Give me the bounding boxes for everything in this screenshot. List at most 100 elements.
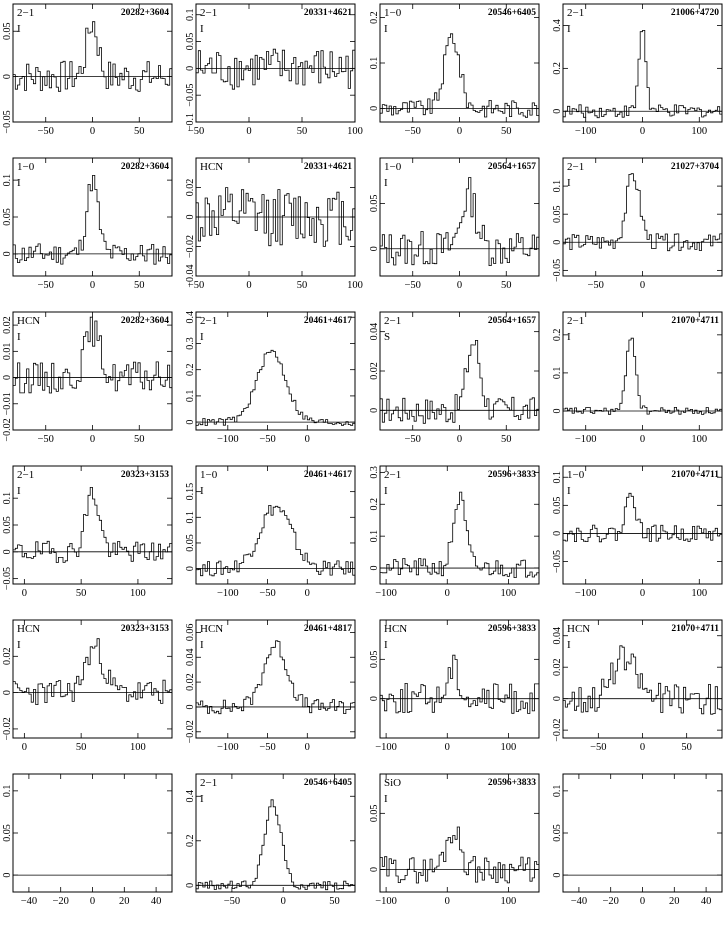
source-label: 20461+4817 xyxy=(304,624,352,634)
spectrum-panel: −50 0 50 −0.02 0 0.02 0.04 HCN I 21070+4711 xyxy=(552,619,723,753)
x-tick-label: 50 xyxy=(329,896,340,907)
line-label: 2−1 xyxy=(17,7,34,19)
x-tick-label: 0 xyxy=(445,896,450,907)
spectrum-line xyxy=(380,491,539,578)
x-tick-label: −40 xyxy=(571,896,587,907)
y-tick-label: 0.1 xyxy=(185,390,196,403)
y-tick-label: −0.05 xyxy=(2,567,13,590)
y-tick-label: −0.02 xyxy=(2,717,13,740)
polarization-label: I xyxy=(17,485,21,497)
y-tick-label: −0.02 xyxy=(185,235,196,258)
y-tick-label: −0.05 xyxy=(2,110,13,133)
y-tick-label: 0.05 xyxy=(2,208,13,226)
y-tick-label: 0.1 xyxy=(2,785,13,798)
polarization-label: I xyxy=(384,177,388,189)
x-tick-label: −50 xyxy=(405,280,421,291)
y-tick-label: 0 xyxy=(552,109,563,114)
y-tick-label: 0.3 xyxy=(369,466,380,479)
polarization-label: I xyxy=(567,331,571,343)
line-label: 2−1 xyxy=(17,469,34,481)
x-tick-label: −100 xyxy=(217,588,239,599)
spectrum-panel: −50 0 50 100 −0.1 −0.05 0 0.05 0.1 2−1 I 20331+4621 xyxy=(185,3,363,137)
y-tick-label: 0.3 xyxy=(185,337,196,350)
spectrum-line xyxy=(196,505,355,577)
y-tick-label: 0.05 xyxy=(2,824,13,842)
x-tick-label: 0 xyxy=(457,126,462,137)
polarization-label: I xyxy=(200,485,204,497)
line-label: HCN xyxy=(200,623,223,635)
polarization-label: I xyxy=(384,485,388,497)
spectrum-panel: −100 −50 0 −0.02 0 0.02 0.04 0.06 HCN I 20461+4817 xyxy=(185,619,356,753)
y-tick-label: −0.05 xyxy=(185,84,196,107)
line-label: 2−1 xyxy=(200,7,217,19)
x-tick-label: 100 xyxy=(691,434,707,445)
x-tick-label: 50 xyxy=(134,126,145,137)
y-tick-label: 0.02 xyxy=(369,362,380,380)
spectrum-line xyxy=(13,316,172,394)
line-label: 2−1 xyxy=(567,161,584,173)
source-label: 21070+4711 xyxy=(671,470,719,480)
plot-frame xyxy=(379,619,540,739)
x-tick-label: 0 xyxy=(22,588,27,599)
spectrum-line xyxy=(196,48,355,90)
y-tick-label: 0.04 xyxy=(552,627,563,645)
y-tick-label: 0.1 xyxy=(552,471,563,484)
spectrum-line xyxy=(196,799,355,891)
spectrum-line xyxy=(13,21,172,92)
plot-frame xyxy=(195,773,356,893)
plot-frame xyxy=(379,773,540,893)
y-tick-label: 0.05 xyxy=(369,195,380,213)
spectrum-line xyxy=(196,349,355,426)
plot-frame xyxy=(195,311,356,431)
x-tick-label: 100 xyxy=(347,126,363,137)
y-tick-label: 0 xyxy=(2,375,13,380)
plot-frame xyxy=(379,311,540,431)
spectrum-panel: −100 0 100 0 0.05 HCN I 20596+3833 xyxy=(369,619,540,753)
source-label: 20323+3153 xyxy=(121,624,169,634)
source-label: 20323+3153 xyxy=(121,470,169,480)
x-tick-label: −50 xyxy=(38,280,54,291)
y-tick-label: 0 xyxy=(185,704,196,709)
x-tick-label: 50 xyxy=(501,280,512,291)
line-label: 2−1 xyxy=(384,315,401,327)
line-label: 1−0 xyxy=(17,161,35,173)
polarization-label: I xyxy=(384,639,388,651)
y-tick-label: 0 xyxy=(552,531,563,536)
x-tick-label: 100 xyxy=(501,896,517,907)
spectrum-panel: −50 0 50 0 0.2 0.4 2−1 I 20546+6405 xyxy=(185,773,356,907)
line-label: 1−0 xyxy=(384,7,402,19)
x-tick-label: −100 xyxy=(575,126,597,137)
x-tick-label: 50 xyxy=(501,434,512,445)
x-tick-label: 0 xyxy=(640,742,645,753)
y-tick-label: −0.1 xyxy=(185,113,196,131)
source-label: 20461+4617 xyxy=(304,316,352,326)
spectrum-panel: −50 0 50 −0.05 0 0.05 2−1 I 20282+3604 xyxy=(2,3,173,137)
y-tick-label: 0.05 xyxy=(552,205,563,223)
y-tick-label: 0.04 xyxy=(369,323,380,341)
spectrum-line xyxy=(196,187,355,247)
x-tick-label: 0 xyxy=(90,434,95,445)
y-tick-label: −0.01 xyxy=(2,392,13,415)
y-tick-label: 0.2 xyxy=(552,62,563,75)
x-tick-label: 50 xyxy=(76,742,87,753)
y-tick-label: 0 xyxy=(185,420,196,425)
x-tick-label: 0 xyxy=(246,280,251,291)
y-tick-label: −0.05 xyxy=(552,259,563,282)
spectrum-panel: −100 0 100 0 0.05 SiO I 20596+3833 xyxy=(369,773,540,907)
x-tick-label: −100 xyxy=(217,742,239,753)
source-label: 21006+4720 xyxy=(671,8,719,18)
y-tick-label: 0.1 xyxy=(552,367,563,380)
x-tick-label: 100 xyxy=(501,742,517,753)
plot-frame xyxy=(562,311,723,431)
x-tick-label: −50 xyxy=(588,280,604,291)
y-tick-label: 0 xyxy=(2,690,13,695)
y-tick-label: 0.2 xyxy=(369,498,380,511)
y-tick-label: −0.02 xyxy=(552,719,563,742)
x-tick-label: −100 xyxy=(575,434,597,445)
y-tick-label: −0.04 xyxy=(185,264,196,287)
x-tick-label: 40 xyxy=(151,896,162,907)
line-label: 2−1 xyxy=(567,315,584,327)
spectrum-panel: −50 0 50 100 −0.04 −0.02 0 0.02 HCN 20331+4621 xyxy=(185,157,363,291)
spectrum-panel: −100 0 100 0 0.2 0.4 2−1 I 21006+4720 xyxy=(552,3,723,137)
x-tick-label: 100 xyxy=(130,588,146,599)
